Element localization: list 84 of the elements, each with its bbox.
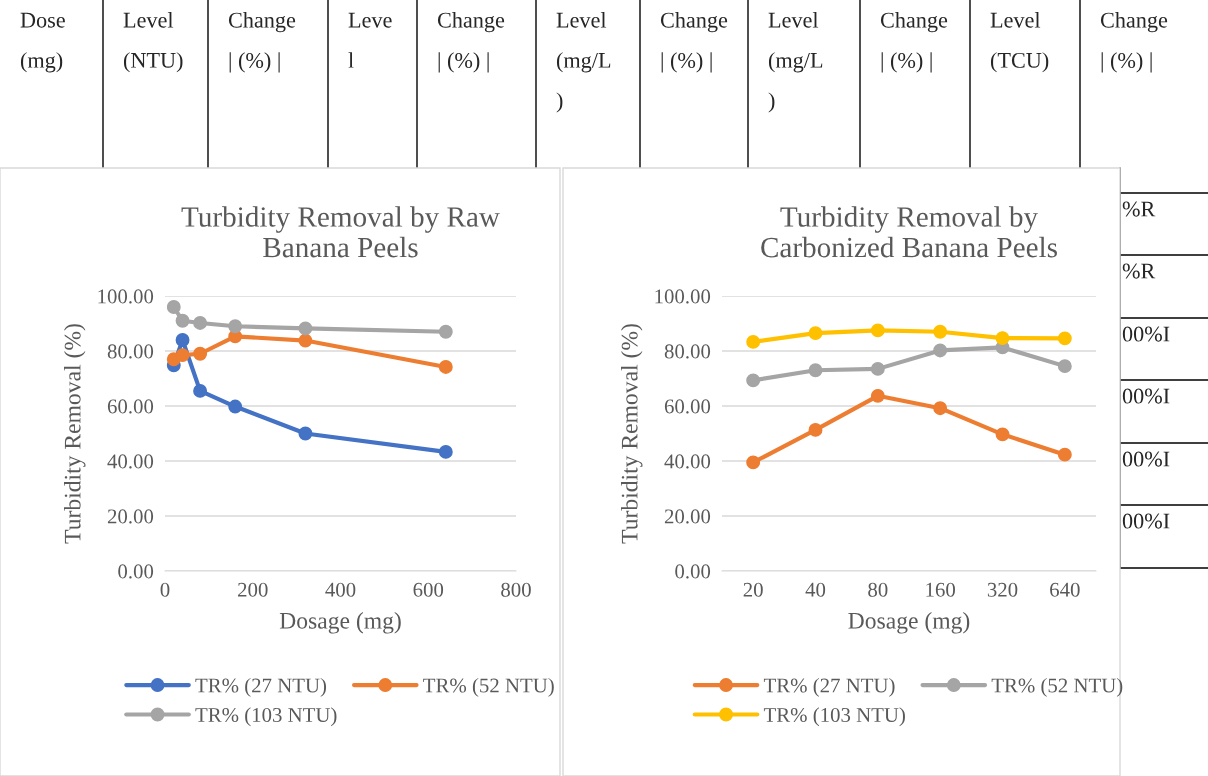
text: 00%I <box>1122 326 1170 342</box>
legend-label: TR% (52 NTU) <box>423 677 554 697</box>
x-tick-label: 40 <box>805 582 826 597</box>
text: 00%I <box>1122 513 1170 529</box>
text: Level (mg/L ) <box>768 12 823 113</box>
y-tick-label: 80.00 <box>107 344 154 359</box>
point <box>995 427 1010 442</box>
text: Change | (%) | <box>880 12 948 73</box>
point <box>746 334 761 349</box>
x-axis-title: Dosage (mg) <box>848 612 970 634</box>
x-tick-label: 640 <box>1050 582 1080 597</box>
x-tick-label: 800 <box>501 582 531 597</box>
legend-label: TR% (103 NTU) <box>195 707 337 727</box>
point <box>438 360 453 374</box>
text: 00%I <box>1122 451 1170 467</box>
text: Change | (%) | <box>228 12 296 73</box>
point <box>808 326 823 341</box>
point <box>166 300 181 314</box>
text: Level (NTU) <box>123 12 183 73</box>
y-tick-label: 100.00 <box>655 289 711 304</box>
x-tick-label: 600 <box>413 582 444 597</box>
y-axis-title: Turbidity Removal (%) <box>64 324 86 544</box>
point <box>808 363 823 378</box>
x-tick-label: 0 <box>160 582 170 597</box>
y-tick-label: 80.00 <box>664 344 711 359</box>
point <box>228 399 243 414</box>
point <box>193 383 208 398</box>
chart-title: Turbidity Removal by Raw Banana Peels <box>181 206 500 258</box>
x-tick-label: 200 <box>238 582 268 597</box>
y-axis-title: Turbidity Removal (%) <box>621 324 643 544</box>
point <box>193 346 208 361</box>
point <box>438 324 453 339</box>
y-tick-label: 0.00 <box>118 564 154 579</box>
text: %R <box>1122 263 1156 279</box>
chart-title: Turbidity Removal by Carbonized Banana Peels <box>761 206 1057 258</box>
point <box>933 401 948 416</box>
point <box>193 316 208 330</box>
x-tick-label: 20 <box>743 582 763 597</box>
point <box>228 319 243 334</box>
y-tick-label: 0.00 <box>675 564 711 579</box>
point <box>1057 359 1072 374</box>
y-tick-label: 20.00 <box>664 509 711 524</box>
text: Level (mg/L ) <box>556 12 611 113</box>
x-tick-label: 160 <box>926 582 955 597</box>
legend-label: TR% (27 NTU) <box>763 677 895 697</box>
point <box>175 313 190 328</box>
point <box>298 333 313 348</box>
point <box>1057 447 1072 462</box>
y-tick-label: 40.00 <box>664 454 711 469</box>
point <box>298 426 313 441</box>
text: %R <box>1122 201 1156 217</box>
point <box>438 444 453 459</box>
y-tick-label: 60.00 <box>107 399 154 414</box>
y-tick-label: 40.00 <box>107 454 154 469</box>
text: Change | (%) | <box>437 12 505 73</box>
point <box>870 361 885 376</box>
legend-label: TR% (27 NTU) <box>195 677 327 697</box>
point <box>175 348 190 363</box>
point <box>870 323 885 338</box>
text: Dose (mg) <box>20 12 65 73</box>
text: Change | (%) | <box>1100 12 1168 73</box>
point <box>933 324 948 339</box>
point <box>933 343 948 358</box>
text: Change | (%) | <box>660 12 728 73</box>
x-tick-label: 400 <box>325 582 356 597</box>
legend-label: TR% (103 NTU) <box>763 707 905 727</box>
point <box>746 455 761 470</box>
x-axis-title: Dosage (mg) <box>279 612 401 634</box>
point <box>870 388 885 403</box>
point <box>1057 331 1072 346</box>
point <box>746 373 761 388</box>
text: Leve l <box>348 12 392 68</box>
x-tick-label: 320 <box>987 582 1018 597</box>
y-tick-label: 20.00 <box>107 509 154 524</box>
point <box>298 321 313 336</box>
legend-label: TR% (52 NTU) <box>991 677 1123 697</box>
y-tick-label: 60.00 <box>664 399 711 414</box>
point <box>808 422 823 437</box>
text: Level (TCU) <box>990 12 1049 73</box>
x-tick-label: 80 <box>868 582 888 597</box>
point <box>175 333 190 347</box>
y-tick-label: 100.00 <box>98 289 154 304</box>
text: 00%I <box>1122 388 1170 404</box>
point <box>995 331 1010 346</box>
